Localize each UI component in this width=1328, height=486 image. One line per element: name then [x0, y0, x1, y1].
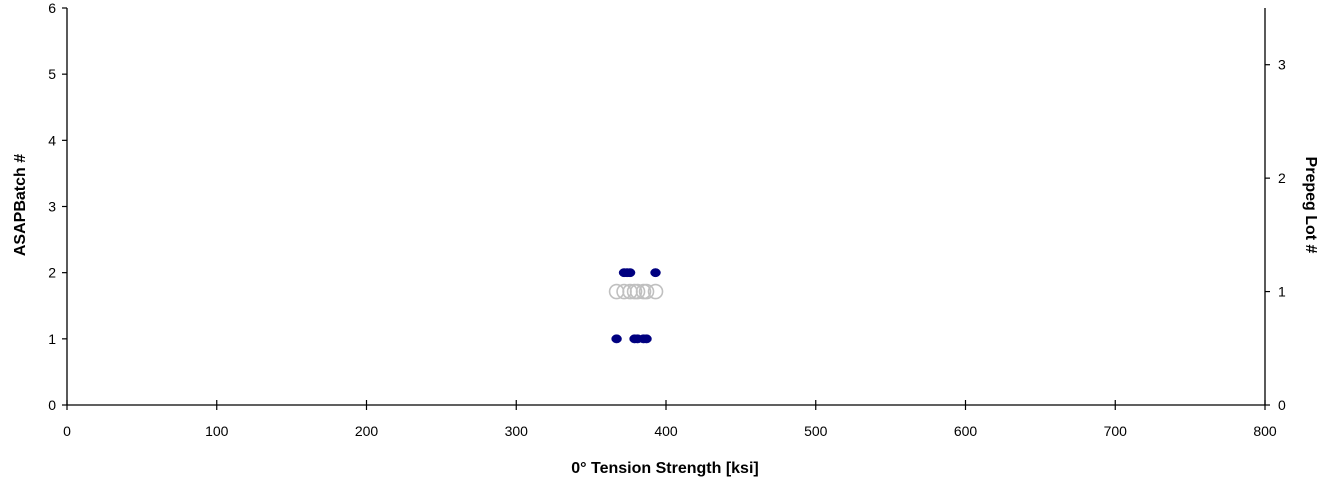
y-tick-label: 2: [48, 265, 56, 281]
y-axis-right-title: Prepeg Lot #: [1302, 157, 1319, 254]
x-tick-label: 300: [505, 423, 529, 439]
data-point: [629, 283, 646, 300]
y-tick-label: 5: [48, 66, 56, 82]
x-axis: 0 100 200 300 400 500 600 700 800: [63, 400, 1277, 439]
data-point: [638, 283, 655, 300]
x-tick-label: 400: [654, 423, 678, 439]
y-tick-label: 1: [48, 331, 56, 347]
y-tick-label: 0: [48, 397, 56, 413]
x-tick-label: 200: [355, 423, 379, 439]
x-tick-label: 800: [1253, 423, 1277, 439]
y-tick-label: 6: [48, 0, 56, 16]
y-tick-label: 3: [48, 199, 56, 215]
data-point: [641, 334, 652, 344]
data-point: [624, 268, 636, 278]
x-tick-label: 500: [804, 423, 828, 439]
y-axis-left: 0 1 2 3 4 5 6: [48, 0, 67, 413]
y2-tick-label: 0: [1278, 397, 1286, 413]
x-tick-label: 700: [1104, 423, 1128, 439]
data-point: [650, 268, 661, 278]
data-point: [647, 283, 664, 300]
y-axis-left-title: ASAPBatch #: [12, 154, 29, 256]
x-tick-label: 100: [205, 423, 229, 439]
x-tick-label: 600: [954, 423, 978, 439]
plot-area: [608, 268, 664, 344]
y2-tick-label: 3: [1278, 57, 1286, 73]
y-tick-label: 4: [48, 132, 56, 148]
x-axis-title: 0° Tension Strength [ksi]: [571, 460, 758, 477]
data-point: [611, 334, 622, 344]
x-tick-label: 0: [63, 423, 71, 439]
y2-tick-label: 1: [1278, 284, 1286, 300]
y-axis-right: 0 1 2 3: [1265, 57, 1286, 413]
y2-tick-label: 2: [1278, 170, 1286, 186]
